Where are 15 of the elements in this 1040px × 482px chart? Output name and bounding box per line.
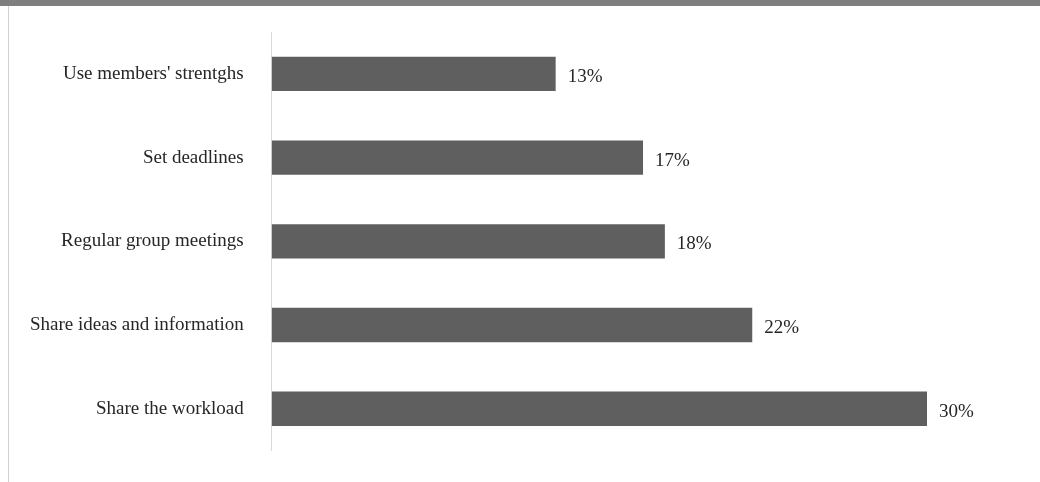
bar <box>271 391 927 426</box>
bar <box>271 224 665 259</box>
data-label: 30% <box>939 399 974 421</box>
data-label: 17% <box>655 148 691 170</box>
bar <box>271 56 556 92</box>
y-tick-label: Set deadlines <box>142 145 244 167</box>
y-tick-label: Regular group meetings <box>61 229 244 251</box>
bar <box>271 307 753 343</box>
data-label: 13% <box>567 64 603 86</box>
data-label: 18% <box>676 232 712 254</box>
data-label: 22% <box>764 316 800 337</box>
y-tick-label: Share the workload <box>95 396 245 418</box>
bar <box>271 140 644 175</box>
y-tick-label: Use members' strentghs <box>62 61 244 83</box>
y-tick-label: Share ideas and information <box>30 313 245 334</box>
